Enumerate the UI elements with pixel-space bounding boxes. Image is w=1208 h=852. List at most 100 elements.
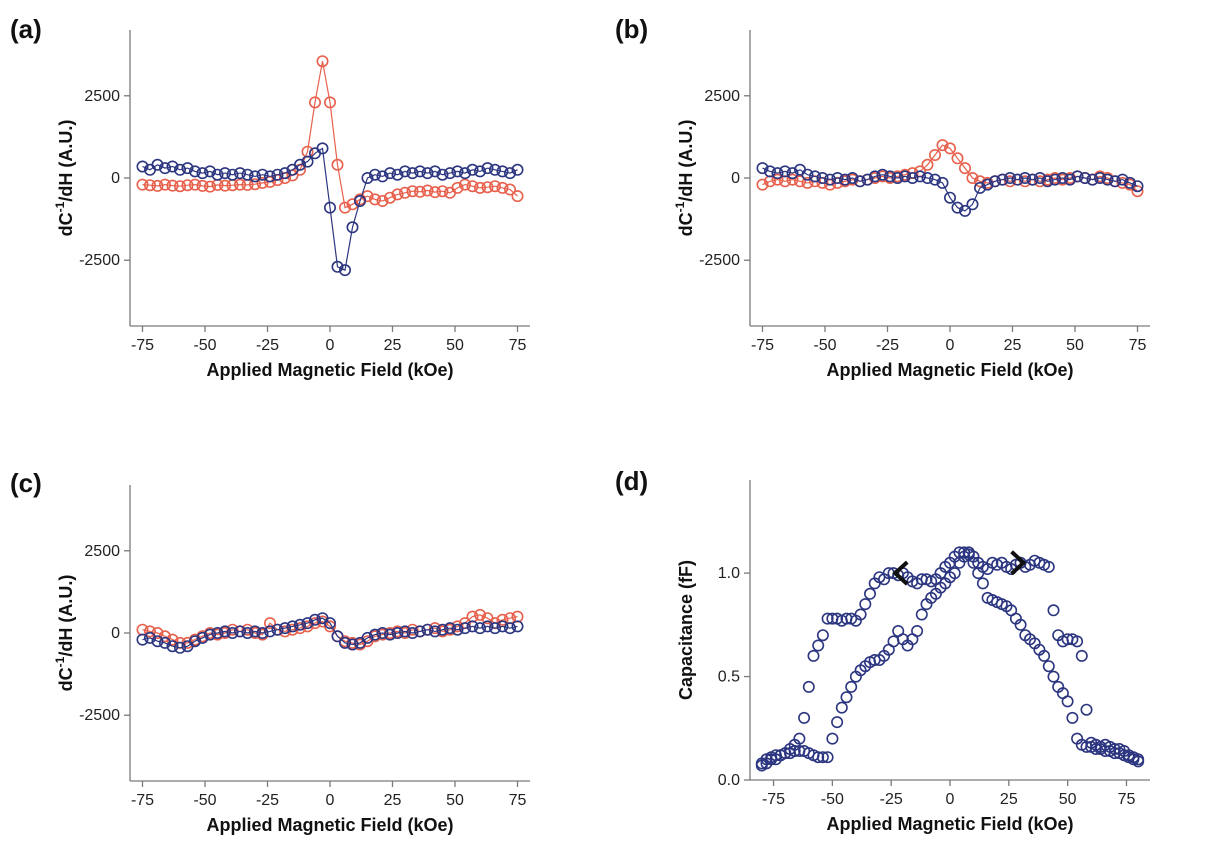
y-tick-label: -2500 <box>699 252 740 269</box>
data-point <box>511 163 524 176</box>
y-axis-label: dC-1/dH (A.U.) <box>53 120 76 237</box>
data-point <box>948 567 961 580</box>
data-point <box>756 162 769 175</box>
data-point <box>488 622 501 635</box>
panel-label: (b) <box>615 14 648 44</box>
panel-label: (c) <box>10 468 42 498</box>
data-point <box>263 170 276 183</box>
data-point <box>816 751 829 764</box>
x-tick-label: 25 <box>384 792 402 809</box>
series-blue-1 <box>756 162 1144 217</box>
panel-label: (d) <box>615 466 648 496</box>
data-point <box>323 201 336 214</box>
data-point <box>883 170 896 183</box>
data-point <box>821 751 834 764</box>
data-point <box>967 556 980 569</box>
data-point <box>159 178 172 191</box>
data-point <box>278 622 291 635</box>
data-point <box>466 163 479 176</box>
data-point <box>308 613 321 626</box>
data-point <box>473 181 486 194</box>
data-point <box>368 168 381 181</box>
data-point <box>1047 670 1060 683</box>
data-point <box>331 260 344 273</box>
data-point <box>293 618 306 631</box>
data-point <box>511 190 524 203</box>
data-point <box>771 167 784 180</box>
data-point <box>1131 180 1144 193</box>
data-point <box>361 631 374 644</box>
data-point <box>398 186 411 199</box>
arrow-left-icon <box>892 560 909 586</box>
data-point <box>436 185 449 198</box>
data-point <box>181 162 194 175</box>
data-point <box>786 173 799 186</box>
data-point <box>346 221 359 234</box>
x-tick-label: 75 <box>1118 791 1136 808</box>
data-point <box>256 176 269 189</box>
y-tick-label: 0.5 <box>718 669 740 686</box>
data-point <box>301 617 314 630</box>
x-tick-label: -25 <box>256 337 279 354</box>
y-tick-label: 0 <box>111 625 120 642</box>
data-point <box>219 179 232 192</box>
data-point <box>845 680 858 693</box>
x-tick-label: 25 <box>384 337 402 354</box>
data-point <box>1064 173 1077 186</box>
data-point <box>1109 175 1122 188</box>
x-tick-label: 50 <box>1066 337 1084 354</box>
data-point <box>826 732 839 745</box>
data-point <box>1041 175 1054 188</box>
data-point <box>958 162 971 175</box>
data-point <box>189 635 202 648</box>
data-point <box>406 623 419 636</box>
data-point <box>204 165 217 178</box>
data-point <box>368 628 381 641</box>
data-point <box>391 168 404 181</box>
y-tick-label: -2500 <box>79 707 120 724</box>
data-point <box>219 625 232 638</box>
series-red-0 <box>136 55 524 214</box>
data-point <box>838 173 851 186</box>
data-point <box>323 617 336 630</box>
data-point <box>976 577 989 590</box>
data-point <box>159 162 172 175</box>
data-point <box>891 172 904 185</box>
data-point <box>338 264 351 277</box>
data-point <box>936 139 949 152</box>
data-point <box>151 158 164 171</box>
data-point <box>436 623 449 636</box>
data-point <box>443 167 456 180</box>
data-point <box>196 167 209 180</box>
data-point <box>906 172 919 185</box>
data-point <box>1075 649 1088 662</box>
data-point <box>1014 618 1027 631</box>
data-point <box>1047 604 1060 617</box>
x-tick-label: 25 <box>1004 337 1022 354</box>
data-point <box>496 620 509 633</box>
x-tick-label: -75 <box>751 337 774 354</box>
data-point <box>428 186 441 199</box>
data-point <box>943 191 956 204</box>
x-axis-label: Applied Magnetic Field (kOe) <box>206 360 453 380</box>
data-point <box>278 167 291 180</box>
data-point <box>196 179 209 192</box>
data-point <box>868 170 881 183</box>
data-point <box>808 170 821 183</box>
data-point <box>428 165 441 178</box>
data-point <box>421 167 434 180</box>
data-point <box>144 625 157 638</box>
data-point <box>1066 711 1079 724</box>
data-point <box>144 179 157 192</box>
data-point <box>821 612 834 625</box>
data-point <box>913 170 926 183</box>
data-point <box>166 640 179 653</box>
data-point <box>256 168 269 181</box>
data-point <box>473 165 486 178</box>
data-point <box>451 620 464 633</box>
data-point <box>174 180 187 193</box>
data-point <box>219 167 232 180</box>
panel-c: (c) -75 -50 -25 0 25 50 75 -2500 0 2500 Applied Mag… <box>10 468 530 835</box>
data-point <box>406 185 419 198</box>
